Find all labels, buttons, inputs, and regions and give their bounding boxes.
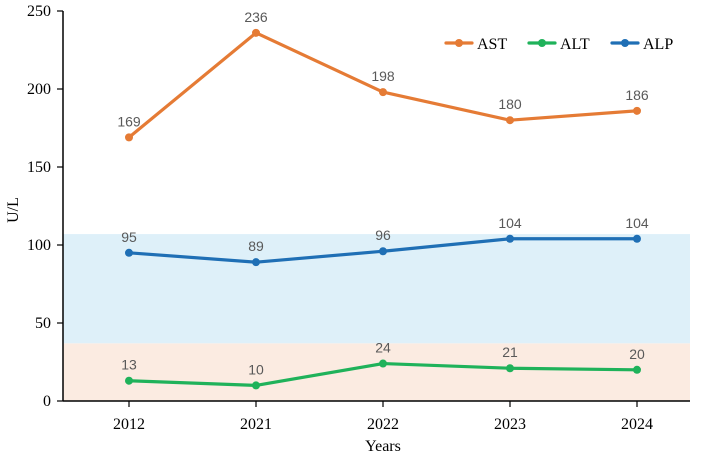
reference-band-0: [63, 343, 690, 401]
data-label-alp: 96: [375, 227, 391, 243]
data-point-ast: [125, 133, 133, 142]
data-point-alp: [125, 248, 133, 257]
data-label-alt: 20: [629, 346, 645, 362]
legend-label-alp: ALP: [643, 36, 673, 53]
x-tick-label: 2012: [113, 416, 145, 433]
data-label-ast: 186: [625, 87, 649, 103]
data-label-alp: 95: [121, 229, 137, 245]
x-tick-label: 2024: [621, 416, 653, 433]
data-point-alt: [506, 364, 514, 373]
data-label-ast: 198: [371, 68, 395, 84]
x-axis-ticks: 2012 2021 2022 2023 2024: [113, 401, 653, 433]
legend-marker-ast: [455, 39, 463, 47]
data-point-alp: [252, 258, 260, 267]
data-label-alt: 13: [121, 357, 137, 373]
legend: AST ALT ALP: [444, 36, 673, 53]
y-tick-label: 200: [27, 81, 51, 98]
data-point-alt: [252, 381, 260, 390]
data-label-alp: 104: [498, 215, 522, 231]
series-group: [125, 28, 641, 390]
data-label-alt: 24: [375, 340, 391, 356]
data-point-ast: [633, 106, 641, 115]
x-axis-title: Years: [365, 438, 401, 455]
data-point-alt: [379, 359, 387, 368]
data-point-ast: [379, 88, 387, 97]
legend-marker-alp: [621, 39, 629, 47]
data-point-ast: [506, 116, 514, 125]
data-point-alp: [633, 234, 641, 243]
y-tick-label: 50: [35, 315, 51, 332]
x-tick-label: 2022: [367, 416, 399, 433]
y-tick-label: 150: [27, 159, 51, 176]
x-tick-label: 2021: [240, 416, 272, 433]
legend-marker-alt: [538, 39, 546, 47]
y-axis-title: U/L: [5, 197, 22, 223]
y-tick-label: 0: [43, 393, 51, 410]
reference-bands: [63, 234, 690, 401]
data-label-alt: 10: [248, 361, 264, 377]
data-point-alp: [379, 247, 387, 256]
data-point-ast: [252, 28, 260, 37]
data-label-ast: 169: [117, 113, 141, 129]
data-labels: 169 236 198 180 186 13 10 24 21 20 95 89 96 104 104: [117, 9, 649, 378]
y-tick-label: 100: [27, 237, 51, 254]
x-tick-label: 2023: [494, 416, 526, 433]
data-label-alt: 21: [502, 344, 518, 360]
data-label-ast: 180: [498, 96, 522, 112]
y-axis-ticks: 0 50 100 150 200 250: [27, 3, 63, 410]
data-point-alt: [633, 365, 641, 374]
data-point-alt: [125, 376, 133, 385]
data-label-alp: 104: [625, 215, 649, 231]
legend-label-ast: AST: [477, 36, 507, 53]
data-label-alp: 89: [248, 238, 264, 254]
legend-label-alt: ALT: [560, 36, 590, 53]
data-point-alp: [506, 234, 514, 243]
y-tick-label: 250: [27, 3, 51, 20]
data-label-ast: 236: [244, 9, 268, 25]
